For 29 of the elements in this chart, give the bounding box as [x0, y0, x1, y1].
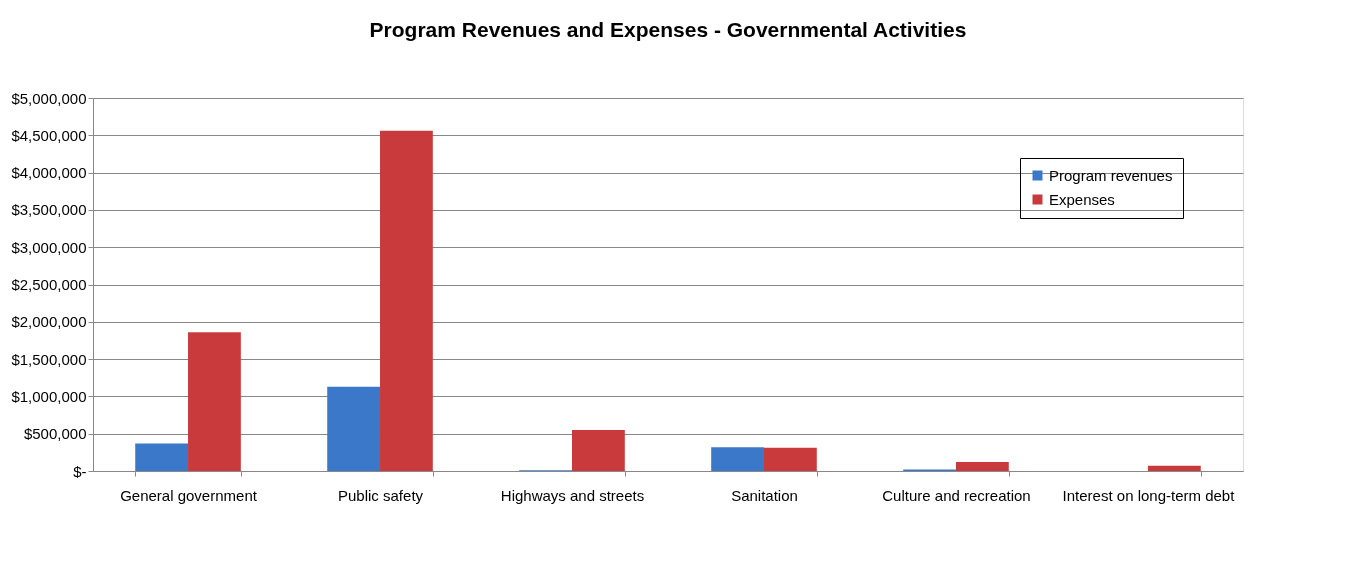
bar: [763, 447, 817, 471]
bar: [327, 386, 381, 471]
y-tick-label: $-: [73, 462, 87, 480]
x-tick-label: Culture and recreation: [882, 486, 1031, 504]
y-tick-label: $3,500,000: [11, 201, 87, 219]
y-tick-label: $4,000,000: [11, 164, 87, 182]
y-tick-label: $1,000,000: [11, 387, 87, 405]
x-tick-label: Public safety: [338, 486, 424, 504]
x-tick-label: General government: [120, 486, 258, 504]
y-tick-label: $2,500,000: [11, 276, 87, 293]
x-tick-label: Interest on long-term debt: [1062, 486, 1236, 504]
y-tick-label: $4,500,000: [11, 126, 87, 144]
legend-label: Expenses: [1049, 190, 1115, 208]
bar: [955, 462, 1009, 471]
x-tick-label: Sanitation: [731, 486, 798, 504]
y-tick-label: $3,000,000: [11, 238, 87, 256]
y-tick-label: $500,000: [23, 425, 87, 443]
legend-label: Program revenues: [1049, 166, 1173, 184]
y-tick-label: $5,000,000: [11, 89, 87, 107]
chart-title: Program Revenues and Expenses - Governmental Activities: [369, 18, 967, 41]
bar: [135, 443, 189, 471]
bar: [572, 429, 625, 471]
bar: [380, 130, 433, 471]
y-tick-label: $2,000,000: [11, 313, 87, 331]
x-tick-label: Highways and streets: [500, 486, 645, 504]
bar: [188, 332, 241, 471]
bar: [1147, 465, 1201, 471]
bar: [711, 447, 764, 471]
y-tick-label: $1,500,000: [11, 350, 87, 368]
